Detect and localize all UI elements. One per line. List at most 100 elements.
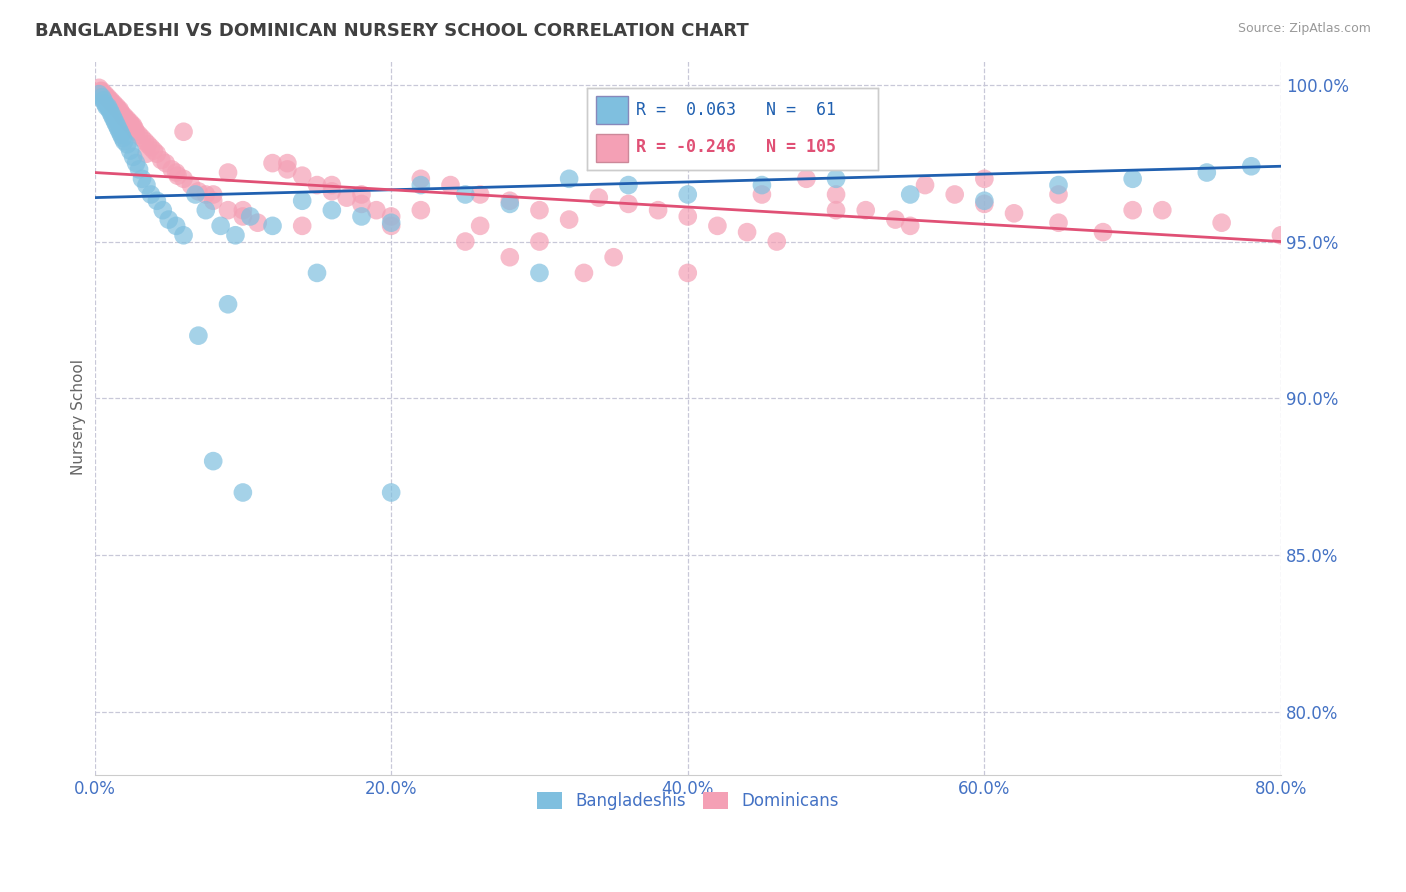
Point [98,103,121,117]
Point [217,297,239,311]
Point [104,100,127,114]
Point [101,96,124,111]
Point [120,115,142,129]
Point [409,178,432,192]
Point [973,194,995,208]
Point [94,96,117,111]
Point [131,131,153,145]
Point [796,171,818,186]
Point [111,131,134,145]
Point [409,171,432,186]
Point [87,87,110,101]
Point [735,225,758,239]
Point [135,146,157,161]
Point [103,96,125,111]
Point [825,203,848,218]
Point [91,90,114,104]
Point [224,228,246,243]
Point [142,144,165,158]
Point [97,100,120,114]
Point [336,191,359,205]
Point [751,187,773,202]
Point [380,210,402,224]
Point [380,485,402,500]
Point [884,212,907,227]
Point [128,162,150,177]
Point [617,178,640,192]
Point [617,197,640,211]
Point [914,178,936,192]
Point [104,115,127,129]
Point [160,162,183,177]
Point [898,219,921,233]
Point [93,94,115,108]
Point [1047,178,1070,192]
Point [232,210,254,224]
Point [305,266,328,280]
Point [124,121,146,136]
Point [184,187,207,202]
Point [350,197,373,211]
Point [89,84,111,98]
Point [499,194,522,208]
Point [239,210,262,224]
Point [305,178,328,192]
Point [676,187,699,202]
Point [380,219,402,233]
Point [973,171,995,186]
Point [529,203,551,218]
Point [825,187,848,202]
Text: BANGLADESHI VS DOMINICAN NURSERY SCHOOL CORRELATION CHART: BANGLADESHI VS DOMINICAN NURSERY SCHOOL … [35,22,749,40]
Point [110,106,132,120]
Point [350,187,373,202]
Point [217,203,239,218]
Point [110,128,132,142]
Point [136,137,159,152]
Point [855,203,877,218]
Point [1122,171,1144,186]
Point [291,219,314,233]
Point [122,119,145,133]
Point [558,171,581,186]
Point [202,194,225,208]
Point [898,187,921,202]
Point [150,153,173,167]
Point [1091,225,1114,239]
Point [112,134,135,148]
Point [454,235,477,249]
Point [96,90,118,104]
Point [131,171,153,186]
Point [1002,206,1025,220]
Point [115,112,138,127]
Point [111,109,134,123]
Point [122,150,145,164]
Point [115,137,138,152]
Point [468,219,491,233]
Point [529,266,551,280]
Point [1195,165,1218,179]
Point [602,250,624,264]
Point [157,212,180,227]
Point [146,146,169,161]
Point [125,156,148,170]
Point [165,165,187,179]
Point [146,194,169,208]
Point [139,140,162,154]
Y-axis label: Nursery School: Nursery School [72,359,86,475]
Point [647,203,669,218]
Point [1122,203,1144,218]
Point [366,203,388,218]
Point [676,210,699,224]
Point [409,203,432,218]
Point [194,187,217,202]
Point [114,112,136,127]
Point [96,100,118,114]
Point [1047,216,1070,230]
Point [121,119,143,133]
Point [152,203,174,218]
Point [108,125,131,139]
Point [166,169,188,183]
Point [291,194,314,208]
Point [120,144,142,158]
Point [262,156,284,170]
